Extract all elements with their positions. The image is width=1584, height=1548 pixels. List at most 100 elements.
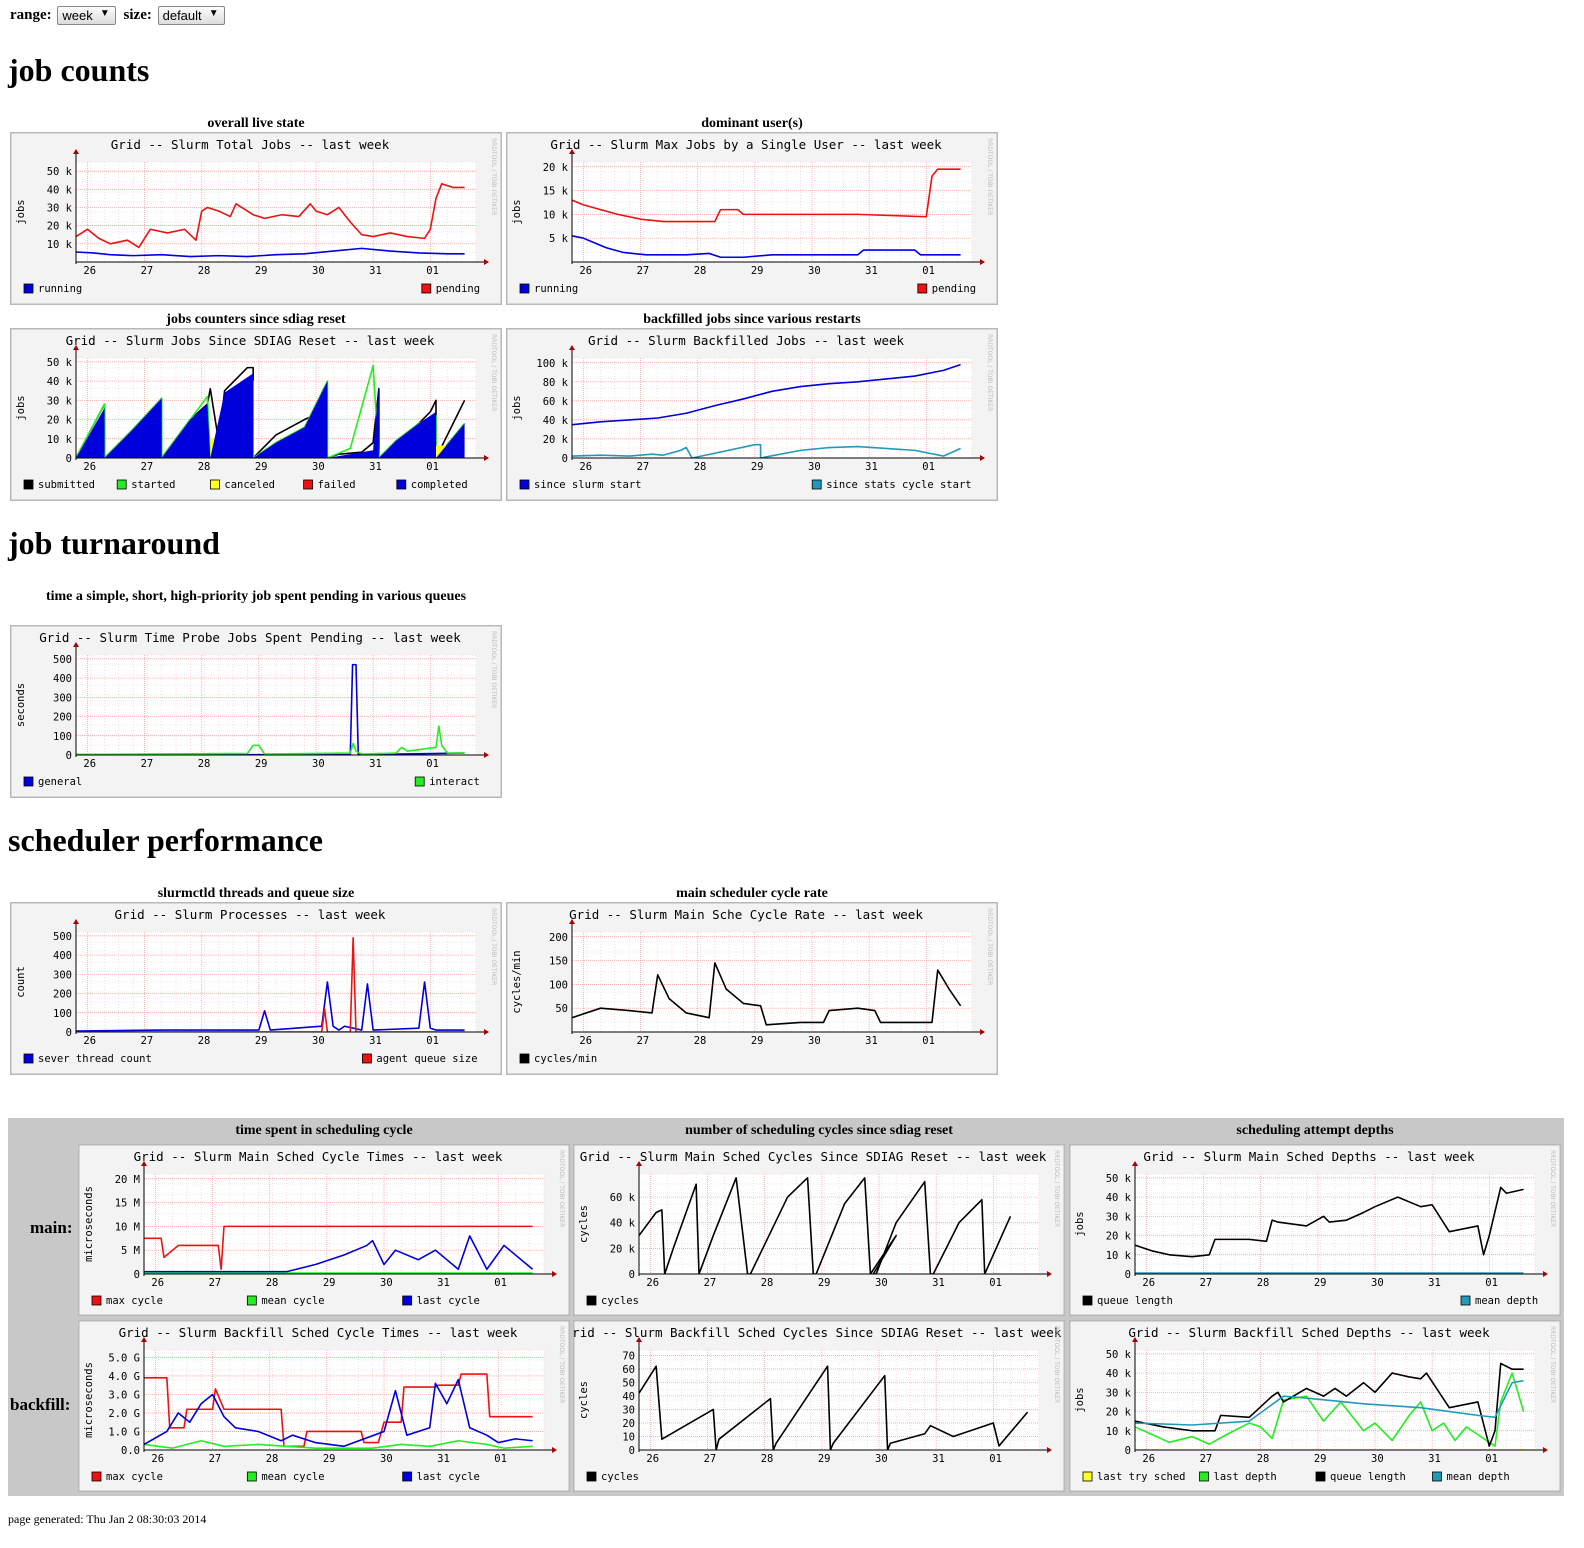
series-started — [76, 364, 466, 458]
x-tick-label: 29 — [1314, 1277, 1327, 1289]
x-tick-label: 31 — [865, 265, 878, 277]
x-tick-label: 28 — [694, 461, 707, 473]
legend-label: interact — [429, 776, 480, 788]
chart-title: Grid -- Slurm Time Probe Jobs Spent Pend… — [39, 630, 461, 645]
x-tick-label: 31 — [1428, 1277, 1441, 1289]
series-queue-length — [1135, 1362, 1524, 1447]
x-tick-label: 28 — [198, 758, 211, 770]
x-tick-label: 26 — [83, 1035, 96, 1047]
chart-title: Grid -- Slurm Backfill Sched Cycle Times… — [119, 1325, 518, 1340]
x-tick-label: 01 — [426, 1035, 439, 1047]
y-tick-label: 50 — [622, 1377, 635, 1389]
x-tick-label: 29 — [255, 461, 268, 473]
x-axis-arrow-icon — [980, 259, 985, 265]
rrdtool-watermark: RRDTOOL / TOBI OETIKER — [986, 334, 993, 411]
x-tick-label: 31 — [369, 461, 382, 473]
y-tick-label: 50 k — [47, 357, 73, 369]
chart-title: Grid -- Slurm Max Jobs by a Single User … — [550, 137, 942, 152]
x-tick-label: 01 — [989, 1453, 1002, 1465]
chart-section-title: backfilled jobs since various restarts — [643, 312, 861, 327]
legend-label: since slurm start — [534, 479, 641, 491]
y-tick-label: 10 k — [1106, 1426, 1132, 1438]
y-axis-arrow-icon — [636, 1161, 642, 1166]
x-tick-label: 29 — [323, 1277, 336, 1289]
y-tick-label: 0 — [66, 453, 72, 465]
legend-swatch — [23, 479, 34, 490]
row-label-main: main: — [30, 1218, 73, 1237]
x-tick-label: 26 — [1142, 1453, 1155, 1465]
x-tick-label: 27 — [209, 1277, 222, 1289]
legend-label: submitted — [38, 479, 95, 491]
x-axis-arrow-icon — [484, 455, 489, 461]
y-tick-label: 20 k — [543, 434, 569, 446]
x-tick-label: 26 — [83, 758, 96, 770]
chart-section-title: main scheduler cycle rate — [676, 886, 828, 901]
legend-label: mean cycle — [261, 1471, 324, 1483]
y-axis-arrow-icon — [569, 345, 575, 350]
x-tick-label: 28 — [266, 1277, 279, 1289]
rrdtool-watermark: RRDTOOL / TOBI OETIKER — [1549, 1150, 1556, 1227]
size-select[interactable]: default ▼ — [157, 6, 225, 25]
x-tick-label: 30 — [312, 265, 325, 277]
x-tick-label: 27 — [637, 265, 650, 277]
rrdtool-watermark: RRDTOOL / TOBI OETIKER — [986, 908, 993, 985]
chart-section-title: number of scheduling cycles since sdiag … — [685, 1123, 953, 1138]
x-tick-label: 30 — [1371, 1453, 1384, 1465]
x-axis-arrow-icon — [1047, 1271, 1052, 1277]
x-tick-label: 01 — [922, 1035, 935, 1047]
chart-title: Grid -- Slurm Processes -- last week — [115, 907, 386, 922]
y-axis-arrow-icon — [73, 642, 79, 647]
chart-title: Grid -- Slurm Total Jobs -- last week — [111, 137, 390, 152]
x-tick-label: 30 — [808, 265, 821, 277]
y-axis-arrow-icon — [73, 149, 79, 154]
rrdtool-watermark: RRDTOOL / TOBI OETIKER — [558, 1326, 565, 1403]
legend-swatch — [421, 283, 432, 294]
x-tick-label: 31 — [865, 1035, 878, 1047]
chart-section-title: overall live state — [207, 116, 305, 131]
legend-swatch — [586, 1295, 597, 1306]
x-axis-arrow-icon — [1543, 1447, 1548, 1453]
x-axis-arrow-icon — [552, 1447, 557, 1453]
y-tick-label: 20 k — [47, 221, 73, 233]
range-select[interactable]: week ▼ — [57, 6, 116, 25]
y-tick-label: 20 k — [47, 415, 73, 427]
chevron-down-icon: ▼ — [208, 8, 219, 19]
y-tick-label: 20 k — [1106, 1231, 1132, 1243]
series-max-cycle — [144, 1373, 533, 1448]
legend-label: max cycle — [106, 1471, 163, 1483]
y-tick-label: 500 — [53, 654, 72, 666]
x-tick-label: 30 — [875, 1453, 888, 1465]
series-since-slurm-start — [572, 363, 961, 426]
y-tick-label: 40 k — [1106, 1192, 1132, 1204]
section-heading-scheduler-performance: scheduler performance — [8, 822, 323, 858]
y-tick-label: 40 k — [610, 1218, 636, 1230]
y-tick-label: 0 — [629, 1445, 635, 1457]
y-tick-label: 20 — [622, 1418, 635, 1430]
x-tick-label: 01 — [922, 265, 935, 277]
legend-swatch — [303, 479, 314, 490]
y-tick-label: 0 — [629, 1269, 635, 1281]
legend-swatch — [23, 1053, 34, 1064]
y-axis-arrow-icon — [141, 1161, 147, 1166]
series-group — [76, 183, 465, 258]
legend-swatch — [402, 1471, 413, 1482]
x-tick-label: 28 — [694, 265, 707, 277]
y-tick-label: 100 k — [536, 358, 568, 370]
y-axis-arrow-icon — [1132, 1337, 1138, 1342]
rrdtool-watermark: RRDTOOL / TOBI OETIKER — [490, 334, 497, 411]
x-tick-label: 29 — [255, 758, 268, 770]
y-tick-label: 50 k — [1106, 1349, 1132, 1361]
y-axis-label: jobs — [1074, 1211, 1086, 1236]
series-cycles-min — [572, 962, 962, 1026]
y-tick-label: 10 M — [115, 1221, 140, 1233]
legend-label: since stats cycle start — [826, 479, 971, 491]
chart-time-pending: Grid -- Slurm Time Probe Jobs Spent Pend… — [10, 625, 502, 798]
y-axis-arrow-icon — [73, 919, 79, 924]
chart-sdiag-jobs: Grid -- Slurm Jobs Since SDIAG Reset -- … — [10, 328, 502, 501]
y-tick-label: 0 — [134, 1269, 140, 1281]
y-tick-label: 60 k — [543, 396, 569, 408]
x-tick-label: 27 — [209, 1453, 222, 1465]
series-group — [144, 1373, 533, 1449]
legend-label: last cycle — [417, 1471, 480, 1483]
x-axis-arrow-icon — [980, 455, 985, 461]
